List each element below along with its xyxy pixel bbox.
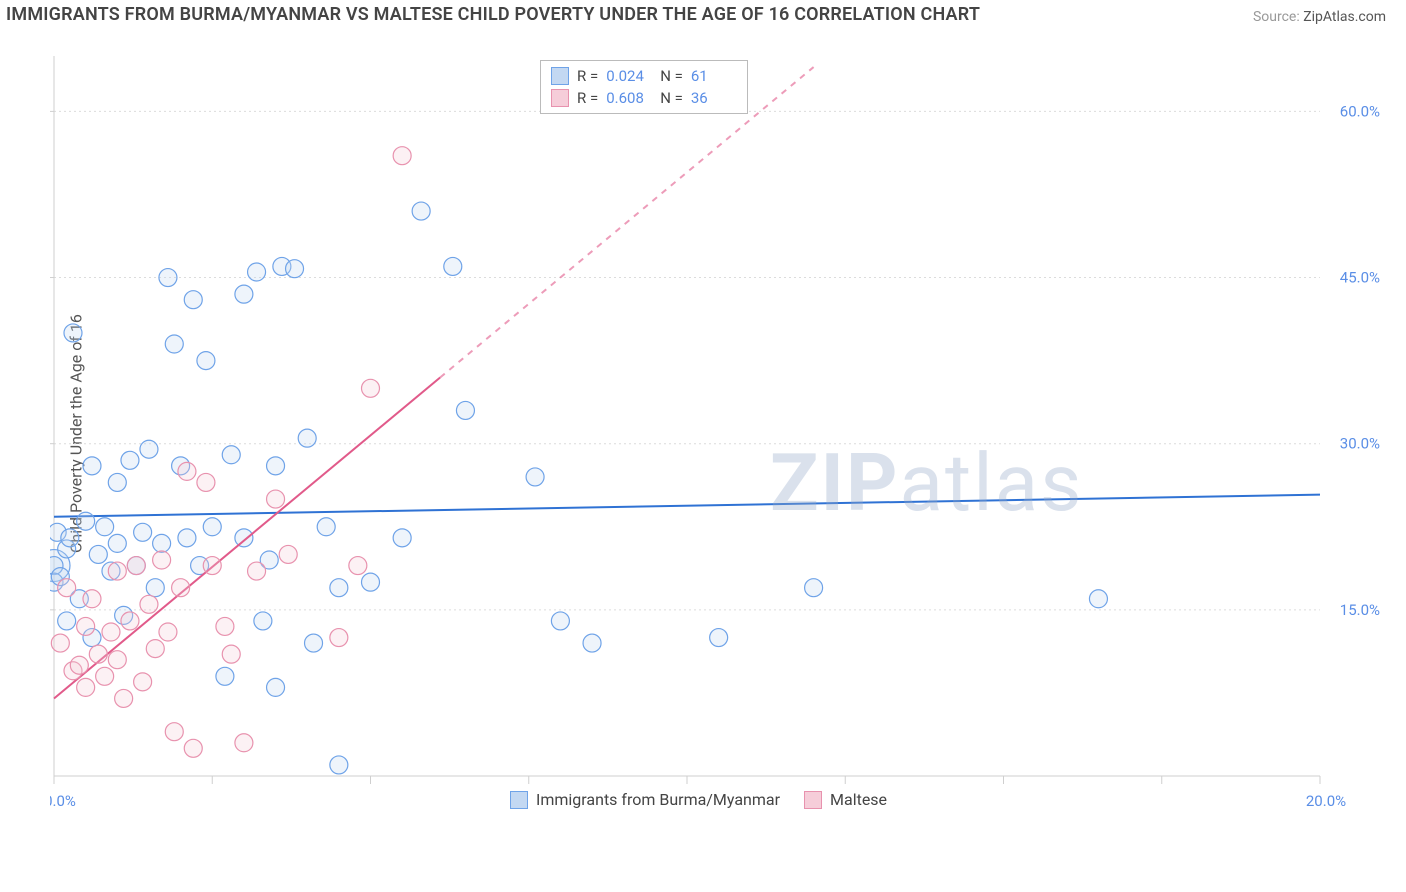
correlation-legend: R = 0.024 N = 61 R = 0.608 N = 36 bbox=[540, 60, 748, 114]
legend-r-label: R = bbox=[577, 67, 598, 85]
legend-row-maltese: R = 0.608 N = 36 bbox=[551, 87, 737, 109]
legend-row-burma: R = 0.024 N = 61 bbox=[551, 65, 737, 87]
bottom-legend-item-maltese: Maltese bbox=[804, 790, 887, 809]
svg-text:0.0%: 0.0% bbox=[50, 792, 76, 810]
legend-n-value: 61 bbox=[691, 67, 737, 85]
svg-text:30.0%: 30.0% bbox=[1340, 435, 1380, 453]
title-row: IMMIGRANTS FROM BURMA/MYANMAR VS MALTESE… bbox=[0, 0, 1406, 25]
legend-swatch-icon bbox=[510, 791, 528, 809]
svg-text:20.0%: 20.0% bbox=[1306, 792, 1346, 810]
legend-r-label: R = bbox=[577, 89, 598, 107]
bottom-legend-label: Immigrants from Burma/Myanmar bbox=[536, 790, 780, 809]
source: Source: ZipAtlas.com bbox=[1253, 9, 1386, 25]
chart-title: IMMIGRANTS FROM BURMA/MYANMAR VS MALTESE… bbox=[6, 4, 980, 25]
bottom-legend-label: Maltese bbox=[830, 790, 887, 809]
bottom-legend-item-burma: Immigrants from Burma/Myanmar bbox=[510, 790, 780, 809]
source-label: Source: bbox=[1253, 9, 1300, 25]
series-legend: Immigrants from Burma/Myanmar Maltese bbox=[510, 790, 887, 809]
svg-text:15.0%: 15.0% bbox=[1340, 601, 1380, 619]
plot-area: Child Poverty Under the Age of 16 15.0%3… bbox=[50, 56, 1386, 812]
legend-r-value: 0.024 bbox=[606, 67, 652, 85]
legend-n-value: 36 bbox=[691, 89, 737, 107]
svg-text:45.0%: 45.0% bbox=[1340, 269, 1380, 287]
chart-container: IMMIGRANTS FROM BURMA/MYANMAR VS MALTESE… bbox=[0, 0, 1406, 892]
legend-n-label: N = bbox=[660, 67, 683, 85]
legend-swatch-icon bbox=[551, 67, 569, 85]
legend-n-label: N = bbox=[660, 89, 683, 107]
svg-text:60.0%: 60.0% bbox=[1340, 102, 1380, 120]
source-value: ZipAtlas.com bbox=[1303, 9, 1386, 25]
scatter-plot-svg: 15.0% 30.0% 45.0% 60.0% 0.0% 20.0% bbox=[50, 56, 1386, 812]
legend-r-value: 0.608 bbox=[606, 89, 652, 107]
legend-swatch-icon bbox=[804, 791, 822, 809]
legend-swatch-icon bbox=[551, 89, 569, 107]
